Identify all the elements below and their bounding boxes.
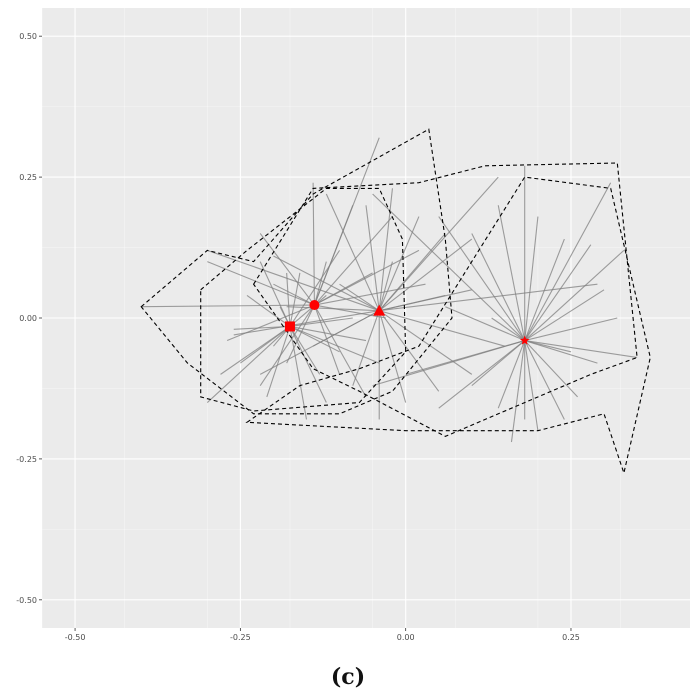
spoke-line: [240, 326, 291, 364]
spoke-line: [438, 340, 526, 409]
spoke-line: [246, 295, 291, 327]
spoke-line: [524, 244, 592, 341]
spoke-line: [352, 310, 380, 386]
spoke-line: [273, 255, 380, 312]
spoke-line: [266, 326, 291, 398]
centroids: [284, 300, 530, 345]
spoke-line: [471, 233, 526, 341]
spoke-line: [445, 306, 525, 342]
convex-hull-3: [252, 162, 638, 438]
spoke-line: [378, 310, 473, 375]
x-tick-label: 0.25: [562, 633, 580, 642]
spoke-line: [259, 310, 380, 375]
spoke-line: [378, 238, 473, 312]
spoke-line: [497, 340, 526, 409]
spoke-line: [313, 304, 341, 375]
spoke-line: [312, 182, 315, 306]
spoke-line: [313, 137, 380, 306]
spoke-line: [207, 261, 315, 306]
y-axis-ticks: 0.50 0.25 0.00 -0.25 -0.50: [16, 32, 42, 605]
spoke-line: [365, 205, 380, 311]
spoke-line: [524, 340, 598, 364]
figure-caption: (c): [330, 664, 366, 690]
spoke-line: [289, 325, 340, 353]
y-tick-label: 0.25: [19, 173, 37, 182]
spoke-line: [289, 325, 380, 364]
y-tick-label: -0.25: [16, 455, 37, 464]
spoke-line: [259, 304, 315, 386]
y-tick-label: -0.50: [16, 596, 37, 605]
spoke-line: [524, 317, 618, 342]
chart: -0.50 -0.25 0.00 0.25 0.500.250.00-0.25-0.5…: [16, 8, 690, 642]
spoke-line: [273, 283, 315, 306]
x-tick-label: -0.25: [230, 633, 251, 642]
spoke-line: [524, 216, 539, 341]
convex-hull-4: [245, 176, 651, 476]
spoke-line: [226, 304, 315, 342]
convex-hull-2: [140, 128, 453, 415]
spoke-line: [524, 340, 572, 353]
centroid-circle-2: [309, 300, 320, 311]
spoke-line: [524, 340, 638, 358]
spoke-line: [497, 205, 526, 341]
spoke-line: [313, 261, 327, 306]
spoke-line: [378, 188, 393, 311]
spoke-line: [378, 261, 393, 311]
x-tick-label: 0.00: [397, 633, 415, 642]
centroid-star-4: [519, 335, 530, 345]
spoke-line: [339, 283, 380, 312]
spoke-line: [289, 326, 308, 420]
spoke-line: [524, 340, 578, 398]
y-tick-label: 0.50: [19, 32, 37, 41]
centroid-square-1: [284, 321, 295, 332]
x-axis-ticks: -0.50 -0.25 0.00 0.25: [65, 628, 580, 642]
spoke-line: [314, 283, 426, 306]
spoke-line: [286, 304, 315, 364]
spoke-line: [314, 216, 393, 306]
spoke-line: [524, 249, 625, 341]
spoke-line: [379, 289, 472, 312]
spoke-line: [372, 340, 525, 387]
spoke-line: [141, 304, 315, 308]
spoke-line: [206, 326, 291, 403]
spoke-line: [314, 304, 386, 319]
spoke-line: [289, 295, 327, 327]
spoke-line: [438, 216, 526, 341]
spoke-line: [524, 182, 612, 341]
spoke-line: [286, 272, 291, 327]
spoke-line: [372, 193, 526, 341]
spoke-line: [510, 340, 526, 443]
spoke-line: [325, 193, 380, 311]
y-tick-label: 0.00: [19, 314, 37, 323]
spoke-line: [286, 306, 380, 312]
spoke-line: [378, 176, 499, 312]
spoke-line: [524, 340, 565, 420]
spoke-line: [524, 289, 605, 342]
spoke-line: [233, 310, 380, 336]
centroid-triangle-3: [373, 304, 386, 316]
x-tick-label: -0.50: [65, 633, 86, 642]
spoke-line: [524, 238, 565, 341]
spoke-line: [378, 310, 440, 392]
spokes: [141, 137, 638, 443]
spoke-line: [259, 233, 315, 306]
spoke-line: [524, 340, 539, 431]
spoke-line: [314, 272, 373, 306]
spoke-line: [289, 326, 327, 403]
hulls: [140, 128, 651, 476]
spoke-line: [379, 310, 506, 347]
spoke-line: [491, 317, 526, 341]
